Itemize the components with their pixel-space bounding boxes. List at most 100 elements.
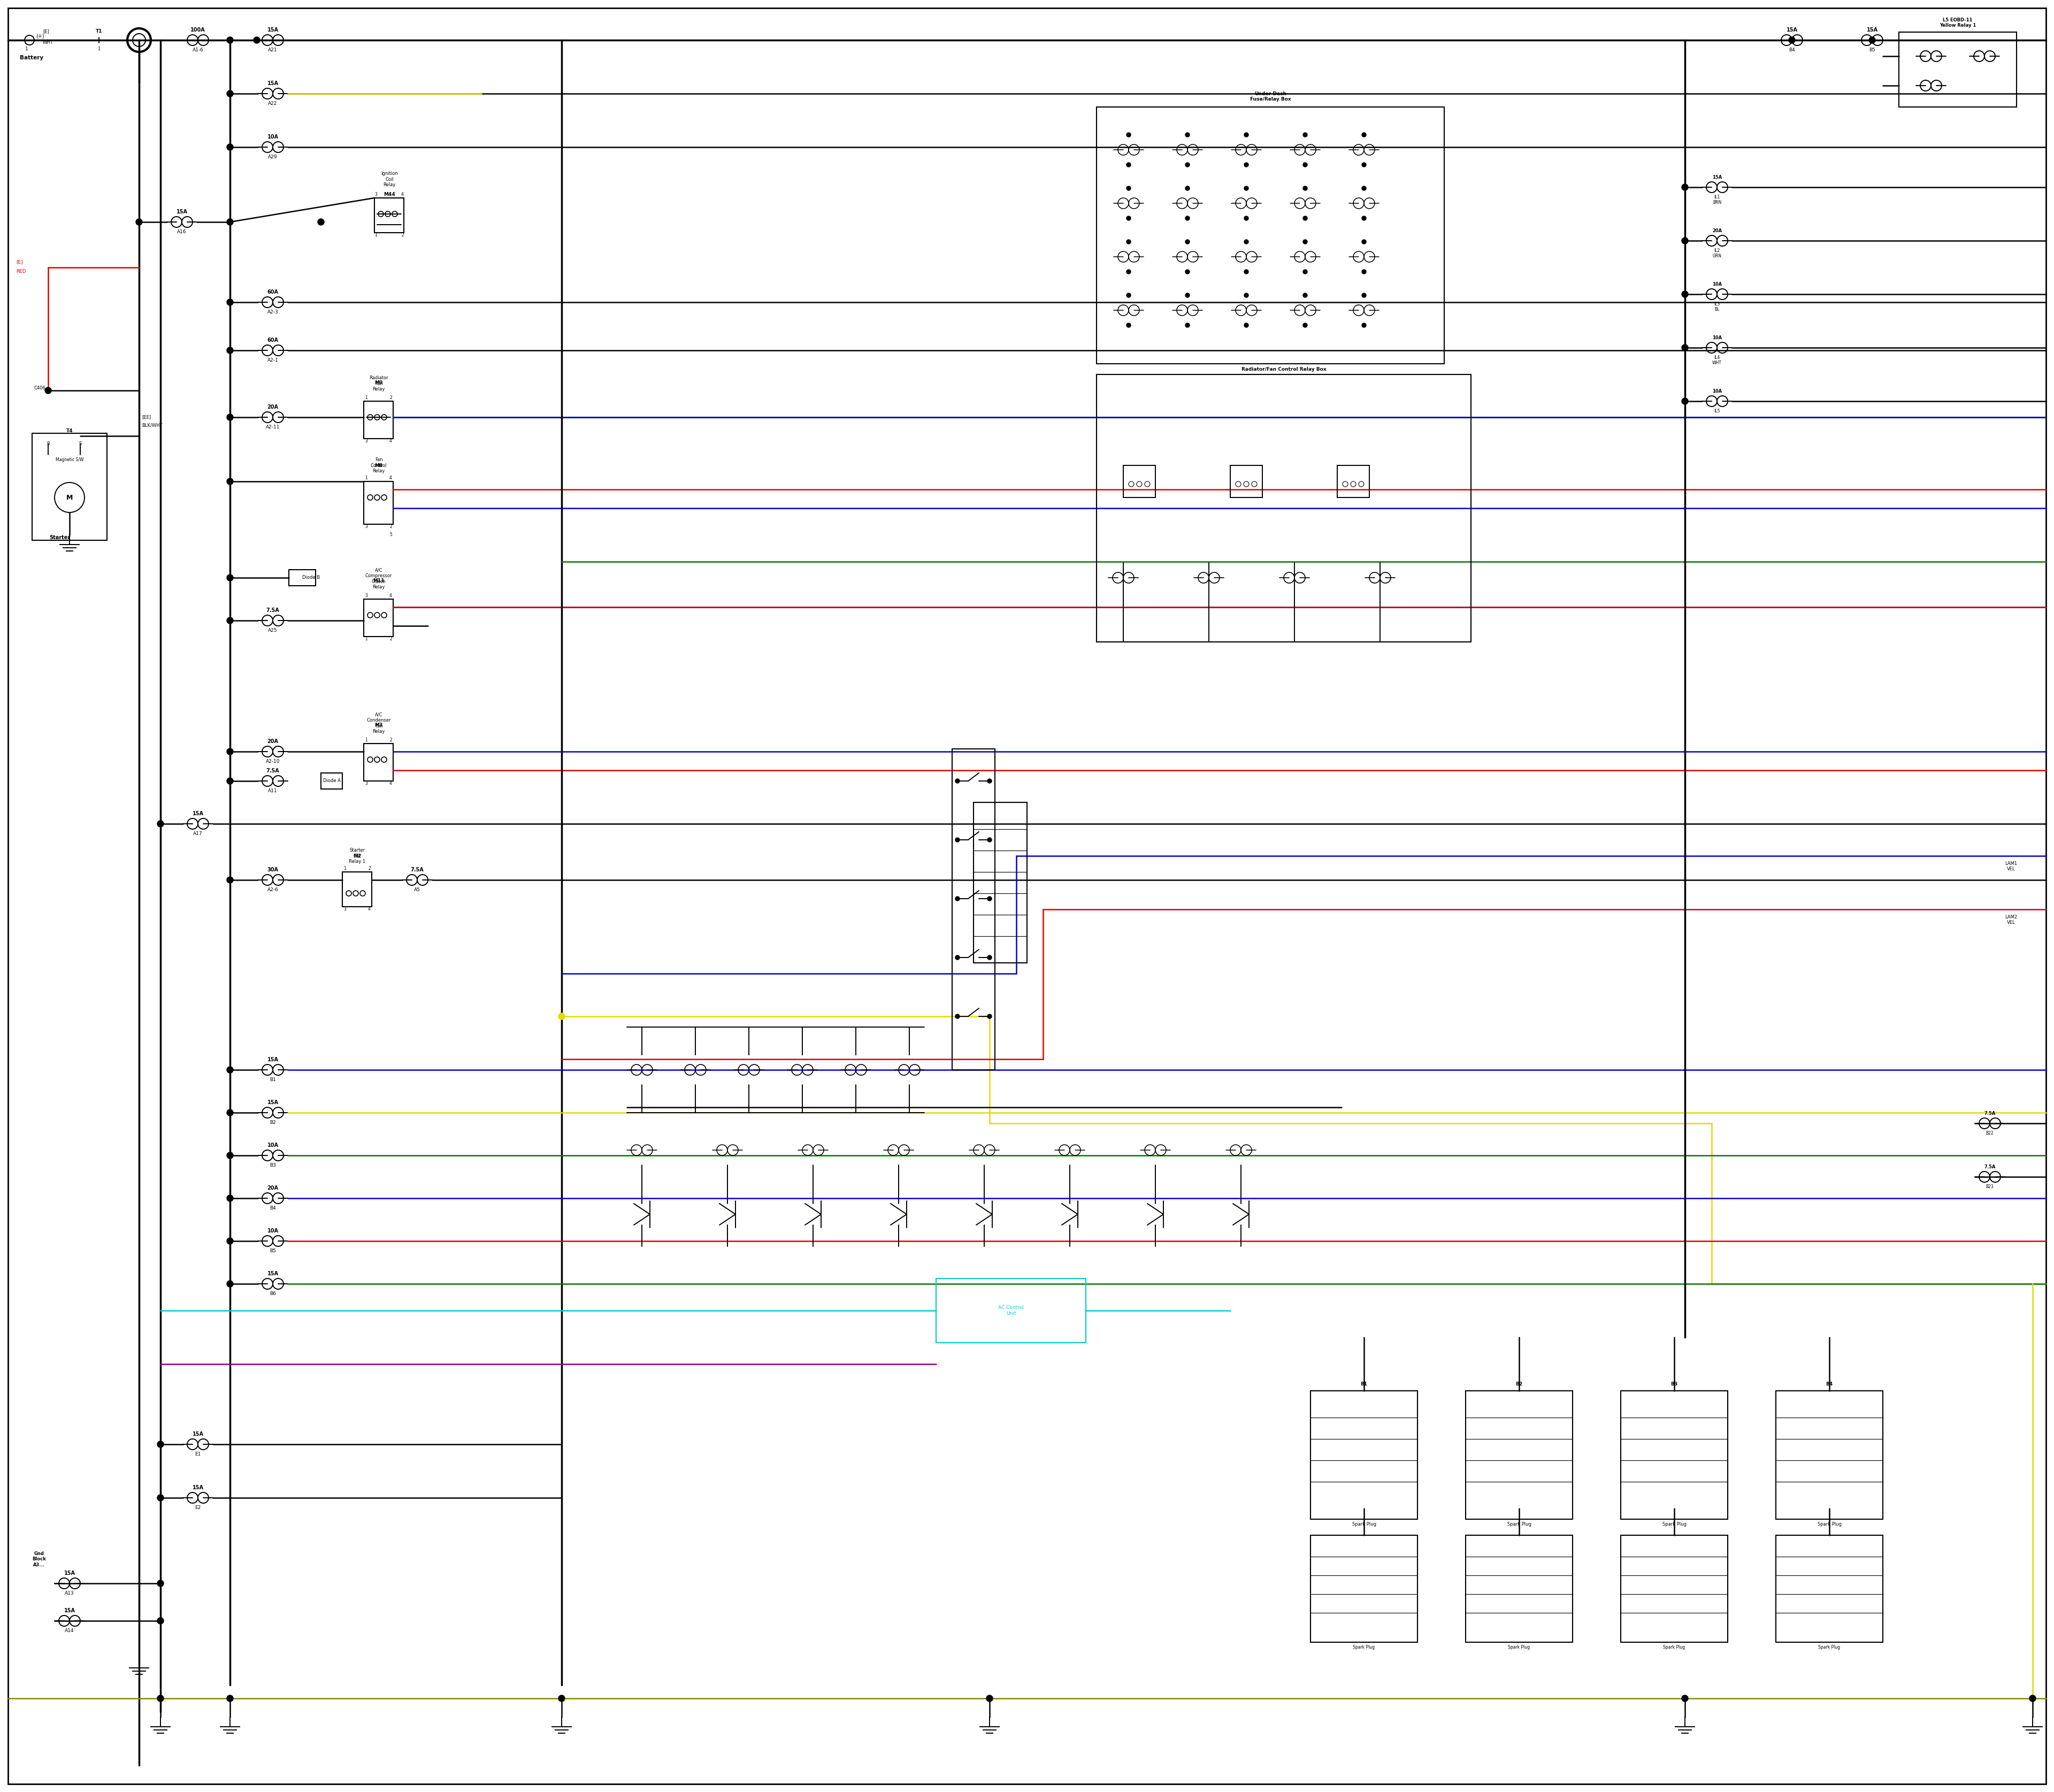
Circle shape [1245,269,1249,274]
Circle shape [1869,38,1875,43]
Bar [364,401,392,439]
Text: 3: 3 [366,439,368,443]
Circle shape [955,1014,959,1018]
Circle shape [158,1441,164,1448]
Text: 2: 2 [390,525,392,529]
Text: 20A: 20A [267,405,279,410]
Text: 3: 3 [366,525,368,529]
Bar [1097,375,1471,642]
Circle shape [1245,133,1249,136]
Text: M9: M9 [374,380,382,385]
Bar [1621,1391,1727,1520]
Circle shape [1362,217,1366,220]
Text: B5: B5 [1869,48,1875,52]
Text: A2-10: A2-10 [265,760,279,763]
Circle shape [955,955,959,961]
Text: 4: 4 [390,475,392,480]
Text: 1: 1 [366,475,368,480]
Circle shape [1245,217,1249,220]
Text: 2: 2 [368,866,370,871]
Circle shape [988,896,992,901]
Text: A29: A29 [269,154,277,159]
Text: 7.5A: 7.5A [1984,1165,1996,1170]
Circle shape [1362,269,1366,274]
Text: B3: B3 [1670,1382,1678,1387]
Text: M2: M2 [353,853,362,858]
Text: T1: T1 [97,29,103,34]
Text: 10A: 10A [1713,389,1721,394]
Bar [1230,466,1263,498]
Circle shape [226,299,234,305]
Circle shape [1126,294,1132,297]
Circle shape [955,837,959,842]
Text: 15A: 15A [64,1607,76,1613]
Text: A/C
Compressor
Clutch
Relay: A/C Compressor Clutch Relay [366,568,392,590]
Circle shape [1302,133,1306,136]
Circle shape [1126,217,1132,220]
Text: 5: 5 [390,532,392,538]
Circle shape [226,1695,234,1702]
Text: B: B [47,441,49,446]
Bar [364,482,392,525]
Text: RED: RED [16,269,27,274]
Circle shape [1682,1695,1688,1702]
Text: 15A: 15A [193,1432,203,1437]
Circle shape [226,219,234,226]
Text: Starter
Cut
Relay 1: Starter Cut Relay 1 [349,848,366,864]
Text: A1-6: A1-6 [193,48,203,52]
Text: 1: 1 [374,233,378,238]
Bar [1777,1391,1884,1520]
Bar [937,1278,1087,1342]
Text: 1: 1 [366,396,368,400]
Text: LAM1
VEL: LAM1 VEL [2005,862,2017,871]
Circle shape [1185,163,1189,167]
Circle shape [1682,238,1688,244]
Text: [EE]: [EE] [142,414,150,419]
Text: Spark Plug: Spark Plug [1508,1645,1530,1650]
Text: M: M [66,495,72,502]
Circle shape [559,1695,565,1702]
Text: B2: B2 [269,1120,275,1125]
Bar [1124,466,1154,498]
Text: Under-Dash
Fuse/Relay Box: Under-Dash Fuse/Relay Box [1251,91,1290,102]
Text: M11: M11 [374,579,384,582]
Text: 15A: 15A [267,1271,279,1276]
Circle shape [226,414,234,421]
Text: 7.5A: 7.5A [1984,1111,1996,1116]
Bar [1621,1536,1727,1641]
Text: Ignition
Coil
Relay: Ignition Coil Relay [380,172,398,186]
Text: IL3
BL: IL3 BL [1713,301,1719,312]
Text: B5: B5 [269,1249,275,1253]
Text: BLK/WHT: BLK/WHT [142,423,162,428]
Text: Spark Plug: Spark Plug [1664,1645,1684,1650]
Text: A/C
Condenser
Fan
Relay: A/C Condenser Fan Relay [366,713,390,735]
Circle shape [1302,269,1306,274]
Circle shape [1185,294,1189,297]
Text: 15A: 15A [267,1057,279,1063]
Circle shape [1126,163,1132,167]
Text: Radiator
Fan
Relay: Radiator Fan Relay [370,376,388,392]
Text: Spark Plug: Spark Plug [1352,1521,1376,1527]
Circle shape [226,1066,234,1073]
Circle shape [1682,290,1688,297]
Text: [E]: [E] [16,260,23,265]
Text: B4: B4 [1789,48,1795,52]
Text: 15A: 15A [1867,27,1877,32]
Text: A14: A14 [66,1629,74,1633]
Circle shape [955,896,959,901]
Text: 20A: 20A [267,1185,279,1190]
Circle shape [1362,133,1366,136]
Text: Starter: Starter [49,536,70,539]
Circle shape [253,38,261,43]
Text: A17: A17 [193,831,203,837]
Circle shape [158,1495,164,1502]
Text: L5 EOBD-11
Yellow Relay 1: L5 EOBD-11 Yellow Relay 1 [1939,18,1976,29]
Text: 4: 4 [368,907,370,912]
Text: WHT: WHT [43,39,53,45]
Text: Battery: Battery [21,56,43,61]
Circle shape [1126,186,1132,190]
Circle shape [226,1281,234,1287]
Text: M8: M8 [374,464,382,468]
Text: B6: B6 [269,1292,275,1296]
Circle shape [226,348,234,353]
